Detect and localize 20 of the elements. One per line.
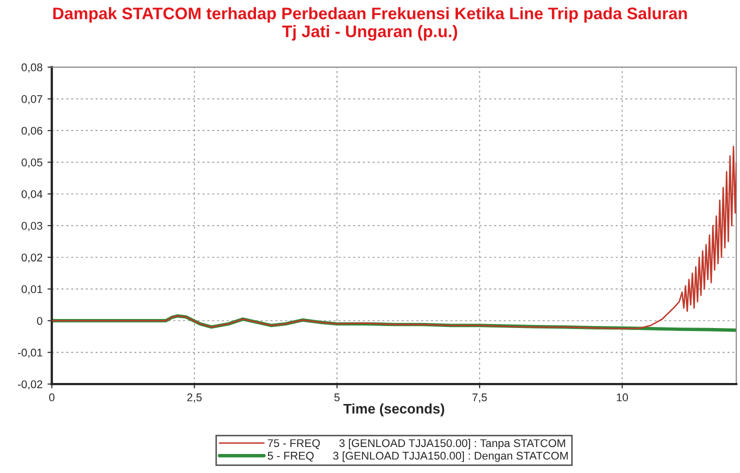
x-tick-label: 10 [616,393,628,402]
y-tick-label: 0 [37,316,42,325]
x-axis-title: Time (seconds) [343,403,444,416]
y-tick-label: 0,06 [22,126,42,136]
y-tick-label: 0,03 [22,222,42,232]
x-tick-label: 5 [334,394,340,402]
x-tick-label: 0 [49,393,54,402]
y-tick-label: 0,04 [22,190,42,200]
y-tick-label: 0,08 [22,63,42,73]
chart-title: Dampak STATCOM terhadap Perbedaan Frekuensi Ketika Line Trip pada Saluran Tj Jati - Ungaran (p.u.) [53,7,687,41]
y-tick-label: -0,01 [18,348,42,358]
y-tick-label: 0,02 [22,254,42,263]
y-tick-label: 0,07 [22,95,42,104]
y-tick-label: 0,01 [22,285,42,294]
legend-label: 75 - FREQ 3 [GENLOAD TJJA150.00] : Tanpa STATCOM [268,438,566,450]
y-tick-label: -0,02 [18,380,42,390]
legend-label: 5 - FREQ 3 [GENLOAD TJJA150.00] : Dengan STATCOM [268,451,568,462]
x-tick-label: 2,5 [187,393,202,403]
x-tick-label: 7,5 [472,394,487,403]
y-tick-label: 0,05 [22,158,42,168]
